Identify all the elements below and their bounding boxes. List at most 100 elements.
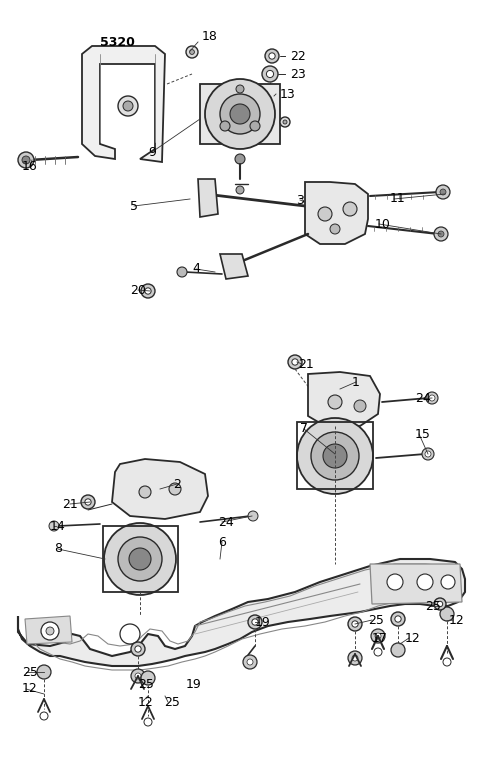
Text: 4: 4 (192, 262, 200, 276)
Circle shape (120, 624, 140, 644)
Polygon shape (82, 46, 165, 162)
Circle shape (417, 574, 433, 590)
Circle shape (387, 574, 403, 590)
Circle shape (177, 267, 187, 277)
Circle shape (250, 121, 260, 131)
Circle shape (352, 621, 358, 627)
Text: 25: 25 (138, 677, 154, 690)
Circle shape (330, 224, 340, 234)
Circle shape (145, 288, 151, 294)
Circle shape (186, 46, 198, 58)
Circle shape (440, 189, 446, 195)
Circle shape (288, 355, 302, 369)
Text: 13: 13 (280, 87, 296, 101)
Circle shape (123, 101, 133, 111)
Circle shape (139, 486, 151, 498)
Text: 23: 23 (290, 67, 306, 80)
Circle shape (343, 202, 357, 216)
Text: 12: 12 (405, 632, 421, 645)
Circle shape (441, 575, 455, 589)
Circle shape (230, 104, 250, 124)
Polygon shape (305, 182, 368, 244)
Circle shape (40, 712, 48, 720)
Circle shape (236, 85, 244, 93)
Circle shape (425, 451, 431, 457)
Text: 3: 3 (296, 194, 304, 207)
Circle shape (135, 673, 141, 679)
Circle shape (265, 49, 279, 63)
Circle shape (248, 511, 258, 521)
Circle shape (235, 154, 245, 164)
Circle shape (391, 643, 405, 657)
Text: 24: 24 (218, 515, 234, 529)
Circle shape (236, 186, 244, 194)
Text: 8: 8 (54, 543, 62, 556)
Polygon shape (112, 459, 208, 519)
Circle shape (118, 96, 138, 116)
Circle shape (426, 392, 438, 404)
Circle shape (252, 619, 258, 625)
Text: 19: 19 (186, 677, 202, 690)
Circle shape (434, 598, 446, 610)
Circle shape (354, 400, 366, 412)
Text: 17: 17 (372, 632, 388, 645)
Text: 12: 12 (138, 696, 154, 708)
Circle shape (438, 231, 444, 237)
Circle shape (131, 669, 145, 683)
Text: 2: 2 (173, 478, 181, 491)
Circle shape (436, 185, 450, 199)
Circle shape (41, 622, 59, 640)
Circle shape (46, 627, 54, 635)
Circle shape (205, 79, 275, 149)
Circle shape (85, 499, 91, 505)
Text: 25: 25 (368, 614, 384, 626)
Circle shape (391, 612, 405, 626)
Polygon shape (18, 559, 465, 666)
Circle shape (248, 615, 262, 629)
Text: 18: 18 (202, 30, 218, 43)
Circle shape (220, 94, 260, 134)
Circle shape (371, 629, 385, 643)
Circle shape (144, 718, 152, 726)
Circle shape (49, 521, 59, 531)
Circle shape (81, 495, 95, 509)
Text: 5320: 5320 (100, 36, 135, 49)
Polygon shape (198, 179, 218, 217)
Circle shape (323, 444, 347, 468)
Circle shape (247, 659, 253, 665)
Text: 5: 5 (130, 200, 138, 213)
Circle shape (348, 651, 362, 665)
Text: 25: 25 (22, 666, 38, 679)
Circle shape (374, 648, 382, 656)
Circle shape (266, 70, 274, 77)
Polygon shape (370, 564, 462, 604)
Circle shape (434, 227, 448, 241)
Circle shape (190, 50, 194, 54)
Circle shape (280, 117, 290, 127)
Circle shape (129, 548, 151, 570)
Circle shape (169, 483, 181, 495)
Circle shape (262, 66, 278, 82)
Polygon shape (220, 254, 248, 279)
Text: 24: 24 (415, 392, 431, 406)
Text: 7: 7 (300, 423, 308, 436)
Text: 6: 6 (218, 536, 226, 549)
Circle shape (135, 646, 141, 652)
Text: 22: 22 (290, 50, 306, 63)
Text: 1: 1 (352, 375, 360, 389)
Text: 14: 14 (50, 519, 66, 533)
Text: 20: 20 (130, 283, 146, 296)
Circle shape (318, 207, 332, 221)
Text: 21: 21 (62, 498, 78, 511)
Polygon shape (25, 616, 72, 644)
Text: 25: 25 (425, 600, 441, 612)
Text: 10: 10 (375, 217, 391, 231)
Text: 21: 21 (298, 358, 314, 371)
Circle shape (311, 432, 359, 480)
Circle shape (429, 395, 435, 401)
Circle shape (37, 665, 51, 679)
Circle shape (118, 537, 162, 581)
Circle shape (440, 607, 454, 621)
Circle shape (141, 284, 155, 298)
Circle shape (269, 53, 275, 59)
